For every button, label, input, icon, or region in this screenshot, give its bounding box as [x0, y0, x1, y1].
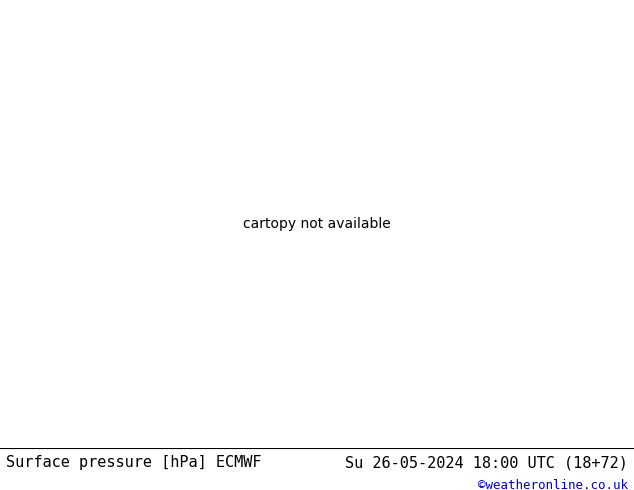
Text: Su 26-05-2024 18:00 UTC (18+72): Su 26-05-2024 18:00 UTC (18+72)	[345, 455, 628, 470]
Text: Surface pressure [hPa] ECMWF: Surface pressure [hPa] ECMWF	[6, 455, 262, 470]
Text: cartopy not available: cartopy not available	[243, 217, 391, 231]
Text: ©weatheronline.co.uk: ©weatheronline.co.uk	[477, 479, 628, 490]
